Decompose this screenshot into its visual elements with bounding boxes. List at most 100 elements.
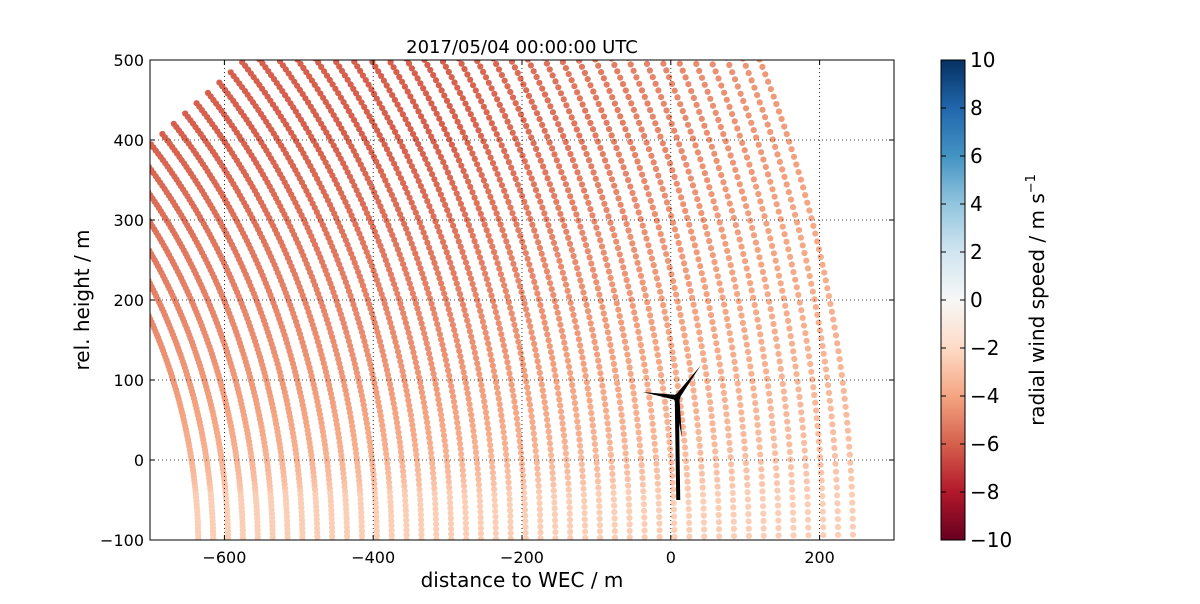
scatter-point — [595, 100, 602, 108]
scatter-point — [665, 328, 672, 335]
scatter-point — [458, 296, 465, 303]
scatter-point — [381, 109, 388, 116]
scatter-point — [804, 345, 812, 352]
scatter-point — [471, 238, 478, 245]
scatter-point — [588, 163, 595, 170]
scatter-point — [641, 361, 648, 368]
scatter-point — [420, 85, 427, 92]
scatter-point — [709, 420, 716, 427]
scatter-point — [594, 478, 602, 485]
scatter-point — [822, 366, 830, 373]
scatter-point — [640, 355, 647, 362]
scatter-point — [641, 534, 648, 540]
scatter-point — [812, 407, 820, 414]
scatter-point — [517, 350, 524, 357]
scatter-point — [781, 231, 788, 238]
scatter-point — [656, 533, 663, 540]
scatter-point — [511, 64, 518, 71]
scatter-point — [701, 533, 708, 540]
scatter-point — [487, 154, 494, 161]
scatter-point — [530, 430, 537, 437]
scatter-point — [689, 182, 697, 189]
scatter-point — [403, 270, 410, 277]
scatter-point — [472, 121, 479, 128]
scatter-point — [602, 407, 610, 414]
scatter-point — [344, 551, 350, 557]
scatter-point — [652, 80, 659, 87]
scatter-point — [627, 541, 633, 547]
scatter-point — [714, 347, 721, 354]
scatter-point — [150, 277, 152, 284]
scatter-point — [504, 293, 511, 300]
scatter-point — [495, 320, 502, 327]
scatter-point — [692, 401, 699, 408]
scatter-point — [666, 114, 673, 121]
scatter-point — [605, 268, 613, 275]
scatter-point — [451, 146, 458, 153]
scatter-point — [758, 338, 765, 345]
scatter-point — [604, 329, 612, 336]
scatter-point — [611, 100, 619, 107]
scatter-point — [491, 90, 498, 97]
scatter-point — [671, 520, 678, 527]
scatter-point — [748, 77, 755, 84]
scatter-point — [399, 458, 406, 465]
scatter-point — [379, 427, 387, 434]
scatter-point — [587, 320, 594, 327]
scatter-point — [509, 316, 517, 323]
scatter-point — [716, 219, 723, 226]
scatter-point — [494, 96, 501, 103]
scatter-point — [394, 133, 401, 140]
scatter-point — [559, 269, 566, 276]
scatter-point — [669, 349, 676, 356]
scatter-point — [603, 414, 610, 421]
scatter-point — [447, 510, 454, 517]
scatter-point — [810, 222, 817, 229]
scatter-point — [457, 200, 464, 207]
scatter-point — [609, 94, 616, 101]
scatter-point — [421, 60, 428, 63]
scatter-point — [746, 555, 752, 561]
scatter-point — [429, 465, 436, 472]
scatter-point — [499, 276, 506, 283]
scatter-point — [745, 518, 752, 525]
scatter-point — [398, 363, 405, 370]
scatter-point — [638, 126, 645, 133]
scatter-point — [522, 306, 530, 313]
scatter-point — [513, 221, 520, 228]
scatter-point — [641, 507, 648, 514]
scatter-point — [516, 432, 523, 439]
x-tick-label: −200 — [500, 548, 544, 567]
scatter-point — [427, 66, 434, 74]
scatter-point — [456, 440, 464, 447]
scatter-point — [544, 331, 551, 338]
scatter-point — [722, 308, 729, 315]
scatter-point — [482, 329, 489, 336]
scatter-point — [565, 480, 572, 487]
scatter-point — [808, 368, 815, 375]
scatter-point — [752, 400, 759, 407]
scatter-point — [637, 216, 644, 223]
scatter-point — [814, 238, 821, 245]
scatter-point — [805, 353, 813, 360]
scatter-point — [537, 535, 544, 540]
scatter-point — [421, 330, 428, 337]
scatter-point — [674, 94, 681, 101]
scatter-point — [842, 403, 849, 410]
scatter-point — [524, 163, 531, 171]
scatter-point — [560, 333, 567, 340]
scatter-point — [414, 369, 422, 376]
scatter-point — [527, 215, 534, 223]
scatter-point — [462, 100, 469, 107]
scatter-point — [784, 418, 791, 425]
scatter-point — [589, 212, 596, 219]
scatter-point — [571, 83, 578, 90]
scatter-point — [372, 272, 379, 279]
scatter-point — [671, 173, 678, 181]
scatter-point — [402, 507, 409, 514]
scatter-point — [820, 532, 827, 539]
scatter-point — [447, 377, 454, 384]
scatter-point — [769, 420, 776, 427]
scatter-point — [492, 309, 499, 316]
scatter-point — [608, 464, 616, 471]
